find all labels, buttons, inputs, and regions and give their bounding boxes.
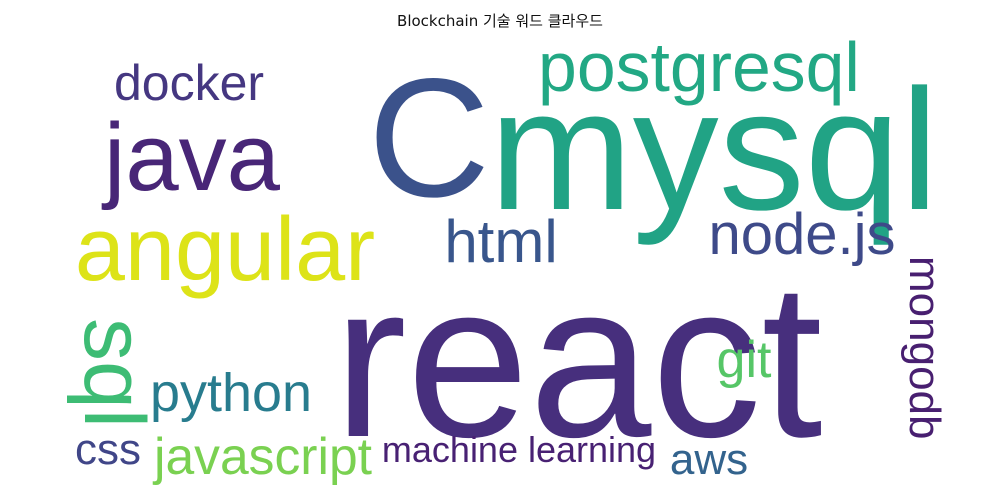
word-java: java	[104, 104, 280, 212]
word-html: html	[444, 208, 558, 275]
word-aws: aws	[669, 435, 749, 484]
word-postgresql: postgresql	[538, 28, 860, 107]
word-git: git	[716, 331, 772, 389]
word-docker: docker	[113, 55, 265, 111]
word-react: react	[333, 237, 823, 483]
word-mysql: mysql	[489, 54, 939, 246]
word-python: python	[150, 363, 312, 424]
word-css: css	[75, 425, 141, 474]
word-c: C	[368, 42, 490, 232]
word-nodejs: node.js	[708, 202, 896, 267]
word-machine-learning: machine learning	[381, 429, 657, 470]
word-javascript: javascript	[154, 427, 372, 486]
word-angular: angular	[74, 200, 376, 300]
word-sql: sql	[66, 318, 163, 428]
word-mongodb: mongodb	[900, 256, 949, 440]
chart-title: Blockchain 기술 워드 클라우드	[397, 12, 603, 30]
